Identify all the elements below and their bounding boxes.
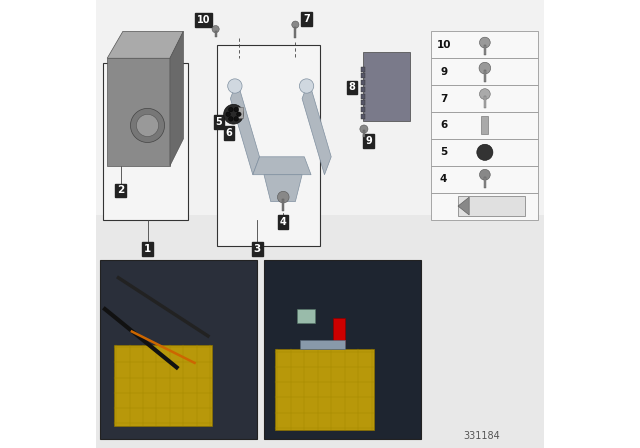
Circle shape bbox=[278, 191, 289, 203]
Circle shape bbox=[479, 62, 491, 74]
Bar bbox=[96, 0, 544, 215]
Circle shape bbox=[477, 144, 493, 160]
Bar bbox=[282, 199, 284, 211]
Polygon shape bbox=[302, 81, 332, 175]
Polygon shape bbox=[253, 157, 311, 175]
Circle shape bbox=[226, 112, 230, 116]
Bar bbox=[361, 94, 365, 99]
Bar bbox=[297, 309, 315, 323]
Circle shape bbox=[234, 108, 239, 112]
Text: 9: 9 bbox=[365, 136, 372, 146]
Bar bbox=[215, 31, 216, 37]
Text: 6: 6 bbox=[226, 128, 232, 138]
Polygon shape bbox=[108, 31, 184, 58]
Circle shape bbox=[479, 169, 490, 180]
Bar bbox=[300, 340, 345, 349]
Bar bbox=[217, 45, 320, 246]
Polygon shape bbox=[136, 114, 159, 137]
Circle shape bbox=[360, 125, 368, 133]
Polygon shape bbox=[264, 175, 302, 202]
Text: 6: 6 bbox=[440, 121, 447, 130]
Bar bbox=[431, 193, 538, 220]
Polygon shape bbox=[458, 197, 469, 215]
Bar bbox=[361, 87, 365, 92]
Bar bbox=[484, 70, 486, 82]
Bar bbox=[96, 215, 544, 448]
Text: 3: 3 bbox=[253, 244, 261, 254]
Bar bbox=[431, 58, 538, 85]
Bar bbox=[361, 100, 365, 105]
Text: 7: 7 bbox=[303, 14, 310, 24]
Text: 5: 5 bbox=[216, 117, 222, 127]
Bar bbox=[431, 85, 538, 112]
Bar bbox=[362, 52, 410, 121]
Bar bbox=[114, 345, 212, 426]
Circle shape bbox=[479, 37, 490, 48]
Circle shape bbox=[292, 21, 299, 28]
Bar bbox=[484, 45, 486, 55]
Bar bbox=[100, 260, 257, 439]
Bar bbox=[361, 67, 365, 72]
Bar bbox=[294, 27, 296, 38]
Bar bbox=[484, 96, 486, 108]
Bar bbox=[363, 130, 365, 137]
Polygon shape bbox=[131, 108, 164, 142]
Text: 331184: 331184 bbox=[463, 431, 500, 441]
Bar bbox=[431, 31, 538, 58]
Circle shape bbox=[237, 112, 241, 116]
Text: 7: 7 bbox=[440, 94, 447, 103]
Bar bbox=[484, 177, 486, 188]
Bar bbox=[103, 63, 188, 220]
Circle shape bbox=[300, 79, 314, 93]
Text: 1: 1 bbox=[144, 244, 151, 254]
Text: 9: 9 bbox=[440, 67, 447, 77]
Bar bbox=[264, 260, 421, 439]
Polygon shape bbox=[230, 81, 260, 175]
Bar bbox=[431, 166, 538, 193]
Bar bbox=[361, 107, 365, 112]
Circle shape bbox=[224, 104, 243, 124]
Bar bbox=[108, 58, 170, 166]
Bar bbox=[275, 349, 374, 430]
Text: 4: 4 bbox=[440, 174, 447, 184]
Text: 2: 2 bbox=[117, 185, 124, 195]
Bar bbox=[333, 318, 344, 345]
Text: 10: 10 bbox=[196, 15, 211, 25]
Bar bbox=[481, 116, 488, 134]
Bar bbox=[237, 107, 243, 118]
Bar bbox=[361, 80, 365, 85]
Circle shape bbox=[479, 89, 490, 99]
Circle shape bbox=[234, 116, 239, 121]
Text: 8: 8 bbox=[349, 82, 356, 92]
Bar bbox=[431, 112, 538, 139]
Circle shape bbox=[228, 79, 242, 93]
Circle shape bbox=[228, 108, 233, 112]
Circle shape bbox=[228, 116, 233, 121]
Bar bbox=[431, 139, 538, 166]
Text: 10: 10 bbox=[436, 40, 451, 50]
Bar bbox=[361, 73, 365, 78]
Bar bbox=[361, 114, 365, 119]
Polygon shape bbox=[458, 196, 525, 216]
Circle shape bbox=[212, 26, 220, 33]
Text: 4: 4 bbox=[280, 217, 287, 227]
Polygon shape bbox=[170, 31, 184, 166]
Text: 5: 5 bbox=[440, 147, 447, 157]
